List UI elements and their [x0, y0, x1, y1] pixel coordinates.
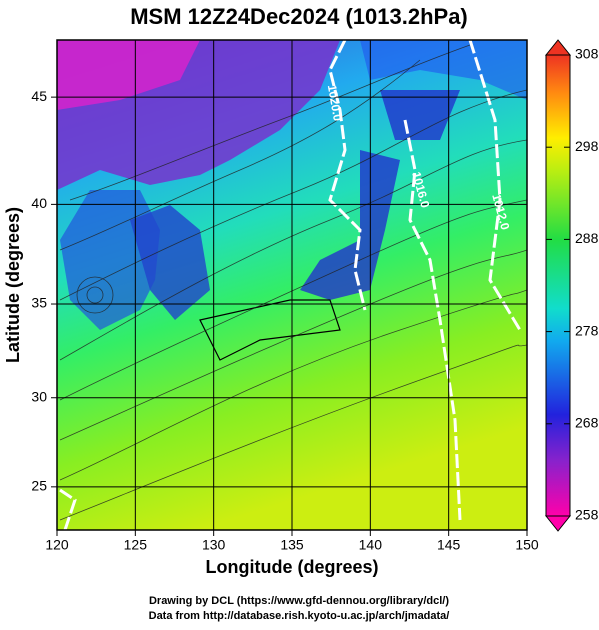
colorbar-max-arrow — [544, 39, 572, 56]
x-tick-label: 120 — [45, 537, 69, 553]
y-tick-label: 30 — [31, 388, 47, 404]
x-tick-label: 135 — [280, 537, 304, 553]
x-tick-label: 145 — [437, 537, 461, 553]
x-tick-label: 140 — [359, 537, 383, 553]
x-tick-label: 125 — [124, 537, 148, 553]
colorbar-tick-label: 308 — [575, 46, 599, 62]
x-tick-label: 150 — [515, 537, 539, 553]
footnote: Drawing by DCL (https://www.gfd-dennou.o… — [149, 595, 449, 607]
chart-title: MSM 12Z24Dec2024 (1013.2hPa) — [130, 4, 468, 29]
y-tick-label: 40 — [31, 195, 47, 211]
footnote: Data from http://database.rish.kyoto-u.a… — [149, 610, 450, 622]
x-tick-label: 130 — [202, 537, 226, 553]
colorbar-tick-label: 298 — [575, 138, 599, 154]
colorbar-min-arrow — [544, 515, 572, 532]
colorbar — [544, 39, 572, 532]
y-axis-label: Latitude (degrees) — [3, 207, 23, 363]
colorbar-tick-label: 258 — [575, 507, 599, 523]
y-tick-label: 35 — [31, 295, 47, 311]
x-axis-label: Longitude (degrees) — [205, 557, 378, 577]
y-tick-label: 25 — [31, 478, 47, 494]
contour-label: 1020.0 — [325, 84, 345, 123]
colorbar-tick-label: 268 — [575, 415, 599, 431]
colorbar-tick-label: 288 — [575, 230, 599, 246]
colorbar-bar — [545, 54, 571, 517]
y-tick-label: 45 — [31, 88, 47, 104]
colorbar-tick-label: 278 — [575, 322, 599, 338]
